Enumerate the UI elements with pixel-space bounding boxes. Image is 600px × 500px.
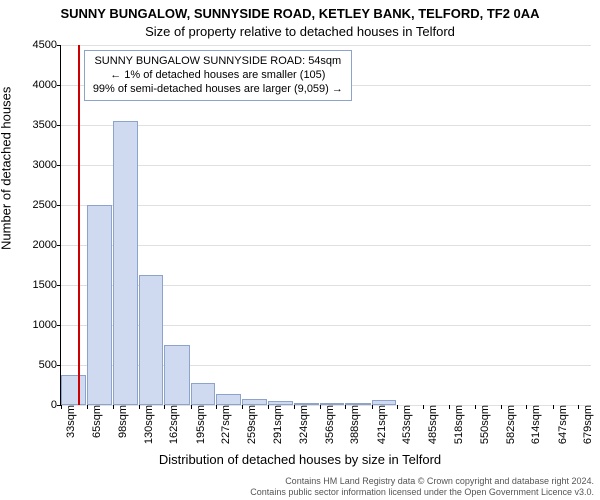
y-tick-label: 2000 <box>33 239 61 251</box>
legend-line: SUNNY BUNGALOW SUNNYSIDE ROAD: 54sqm <box>93 55 343 69</box>
gridline <box>61 45 591 46</box>
histogram-bar <box>113 121 138 405</box>
footer-line-1: Contains HM Land Registry data © Crown c… <box>250 476 594 487</box>
x-tick-label: 324sqm <box>294 405 310 444</box>
reference-line <box>78 45 80 405</box>
footer-attribution: Contains HM Land Registry data © Crown c… <box>250 476 594 498</box>
chart-subtitle: Size of property relative to detached ho… <box>0 24 600 39</box>
y-tick-label: 2500 <box>33 199 61 211</box>
x-tick-label: 550sqm <box>475 405 491 444</box>
x-tick-label: 227sqm <box>216 405 232 444</box>
histogram-bar <box>372 400 397 405</box>
y-tick-label: 0 <box>51 399 61 411</box>
x-tick-label: 291sqm <box>268 405 284 444</box>
x-tick-label: 130sqm <box>139 405 155 444</box>
x-tick-label: 582sqm <box>501 405 517 444</box>
histogram-bar <box>242 399 267 405</box>
y-tick-label: 1500 <box>33 279 61 291</box>
y-tick-label: 4000 <box>33 79 61 91</box>
legend-line: ← 1% of detached houses are smaller (105… <box>93 69 343 83</box>
x-tick-label: 33sqm <box>61 405 77 438</box>
y-tick-label: 4500 <box>33 39 61 51</box>
gridline <box>61 245 591 246</box>
x-tick-label: 485sqm <box>423 405 439 444</box>
x-tick-label: 259sqm <box>242 405 258 444</box>
x-tick-label: 679sqm <box>578 405 594 444</box>
histogram-bar <box>216 394 241 405</box>
histogram-bar <box>61 375 86 405</box>
y-axis-label: Number of detached houses <box>0 87 14 250</box>
x-axis-label: Distribution of detached houses by size … <box>0 452 600 467</box>
plot-area: 05001000150020002500300035004000450033sq… <box>60 45 591 406</box>
histogram-bar <box>164 345 189 405</box>
gridline <box>61 125 591 126</box>
histogram-bar <box>191 383 216 405</box>
x-tick-label: 65sqm <box>87 405 103 438</box>
legend-line: 99% of semi-detached houses are larger (… <box>93 83 343 97</box>
y-tick-label: 3000 <box>33 159 61 171</box>
x-tick-label: 162sqm <box>164 405 180 444</box>
y-tick-label: 3500 <box>33 119 61 131</box>
footer-line-2: Contains public sector information licen… <box>250 487 594 498</box>
histogram-bar <box>139 275 164 405</box>
y-tick-label: 1000 <box>33 319 61 331</box>
histogram-chart: SUNNY BUNGALOW, SUNNYSIDE ROAD, KETLEY B… <box>0 0 600 500</box>
chart-title: SUNNY BUNGALOW, SUNNYSIDE ROAD, KETLEY B… <box>0 6 600 21</box>
y-tick-label: 500 <box>39 359 61 371</box>
x-tick-label: 518sqm <box>449 405 465 444</box>
x-tick-label: 98sqm <box>113 405 129 438</box>
histogram-bar <box>294 403 319 405</box>
x-tick-label: 453sqm <box>397 405 413 444</box>
gridline <box>61 205 591 206</box>
x-tick-label: 647sqm <box>553 405 569 444</box>
histogram-bar <box>268 401 293 405</box>
legend-box: SUNNY BUNGALOW SUNNYSIDE ROAD: 54sqm← 1%… <box>84 50 352 101</box>
x-tick-label: 356sqm <box>320 405 336 444</box>
gridline <box>61 165 591 166</box>
x-tick-label: 195sqm <box>191 405 207 444</box>
x-tick-label: 421sqm <box>372 405 388 444</box>
histogram-bar <box>320 403 345 405</box>
x-tick-label: 388sqm <box>345 405 361 444</box>
x-tick-label: 614sqm <box>526 405 542 444</box>
histogram-bar <box>345 403 370 405</box>
histogram-bar <box>87 205 112 405</box>
